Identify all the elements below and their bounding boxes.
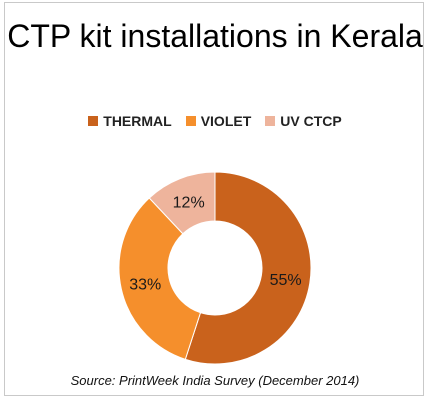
legend-item-thermal: THERMAL: [88, 113, 172, 129]
legend-swatch-violet: [185, 116, 196, 126]
chart-source: Source: PrintWeek India Survey (December…: [70, 373, 360, 388]
legend-label-thermal: THERMAL: [103, 113, 172, 129]
legend-swatch-uv-ctcp: [265, 116, 276, 126]
data-label-violet: 33%: [129, 277, 161, 294]
legend-item-uv-ctcp: UV CTCP: [265, 113, 342, 129]
legend-label-uv-ctcp: UV CTCP: [280, 113, 342, 129]
legend-item-violet: VIOLET: [185, 113, 252, 129]
chart-title: CTP kit installations in Kerala: [7, 18, 423, 54]
chart-legend: THERMAL VIOLET UV CTCP: [5, 111, 425, 131]
donut-chart: 55% 33% 12%: [118, 171, 312, 365]
data-label-thermal: 55%: [270, 272, 302, 289]
donut-slice-violet: [118, 197, 202, 360]
data-label-uv-ctcp: 12%: [173, 195, 205, 212]
legend-swatch-thermal: [88, 116, 99, 126]
donut-slice-thermal: [184, 171, 312, 365]
legend-label-violet: VIOLET: [200, 113, 252, 129]
chart-frame: CTP kit installations in Kerala THERMAL …: [4, 2, 424, 396]
donut-slice-uv-ctcp: [148, 171, 216, 235]
